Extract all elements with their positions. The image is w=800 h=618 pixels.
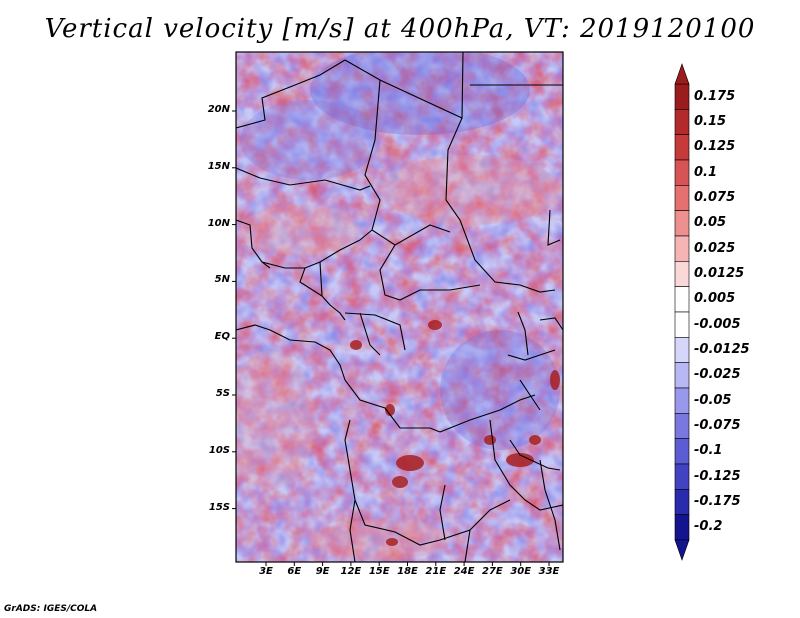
colorbar-segment xyxy=(674,362,690,389)
country-borders xyxy=(236,52,563,562)
colorbar-segment xyxy=(674,514,690,541)
colorbar-label: 0.025 xyxy=(694,240,736,256)
colorbar-label: -0.125 xyxy=(694,468,741,484)
colorbar-label: -0.175 xyxy=(694,494,741,509)
lat-label: 5N xyxy=(214,274,230,286)
colorbar-segment xyxy=(674,235,690,262)
lon-label: 15E xyxy=(368,566,390,577)
lat-label: EQ xyxy=(214,331,230,343)
lat-label: 10S xyxy=(208,444,230,456)
lon-label: 33E xyxy=(538,566,560,577)
chart-title: Vertical velocity [m/s] at 400hPa, VT: 2… xyxy=(44,14,756,44)
lat-label: 15N xyxy=(207,160,230,172)
colorbar-label: -0.1 xyxy=(694,443,723,459)
colorbar-label: -0.025 xyxy=(694,367,741,383)
colorbar-segment xyxy=(674,463,690,490)
lon-label: 21E xyxy=(425,566,447,577)
colorbar-label: -0.05 xyxy=(694,392,732,408)
lon-label: 3E xyxy=(259,566,273,577)
colorbar-segment xyxy=(674,311,690,338)
colorbar-segment xyxy=(674,185,690,211)
colorbar-segment xyxy=(674,83,690,110)
map-field xyxy=(236,52,563,562)
colorbar-segment xyxy=(674,413,690,439)
colorbar-label: 0.05 xyxy=(694,215,727,231)
colorbar-label: 0.075 xyxy=(694,190,736,205)
colorbar-label: 0.005 xyxy=(694,291,736,307)
axis-ticks xyxy=(232,110,550,566)
colorbar-label: 0.1 xyxy=(694,164,718,180)
colorbar-segment xyxy=(674,134,690,161)
colorbar-max-arrow xyxy=(674,63,690,85)
colorbar xyxy=(674,63,690,561)
lon-label: 27E xyxy=(482,566,503,577)
colorbar-segment xyxy=(674,109,690,135)
colorbar-label: 0.125 xyxy=(694,139,736,155)
lat-label: 20N xyxy=(207,104,230,115)
map-frame xyxy=(235,51,564,563)
colorbar-segment xyxy=(674,337,690,363)
colorbar-segment xyxy=(674,489,690,515)
lon-label: 9E xyxy=(315,566,330,577)
credit-text: GrADS: IGES/COLA xyxy=(4,604,98,614)
lat-label: 5S xyxy=(215,388,230,399)
colorbar-label: 0.175 xyxy=(694,88,736,104)
colorbar-label: -0.2 xyxy=(694,519,723,535)
colorbar-label: -0.0125 xyxy=(694,342,750,357)
colorbar-label: 0.15 xyxy=(694,114,727,129)
colorbar-segment xyxy=(674,438,690,465)
colorbar-segment xyxy=(674,286,690,313)
colorbar-segment xyxy=(674,261,690,287)
colorbar-label: 0.0125 xyxy=(694,266,745,281)
lon-label: 30E xyxy=(510,566,532,577)
lat-label: 10N xyxy=(207,217,230,229)
lat-label: 15S xyxy=(208,501,230,513)
colorbar-label: -0.005 xyxy=(694,316,741,332)
colorbar-label: -0.075 xyxy=(694,418,741,433)
colorbar-segment xyxy=(674,159,690,186)
colorbar-min-arrow xyxy=(674,539,690,561)
lon-label: 6E xyxy=(287,566,302,577)
lon-label: 12E xyxy=(340,566,362,577)
colorbar-segment xyxy=(674,210,690,237)
colorbar-segment xyxy=(674,387,690,414)
lon-label: 24E xyxy=(453,566,475,577)
lon-label: 18E xyxy=(397,566,418,577)
